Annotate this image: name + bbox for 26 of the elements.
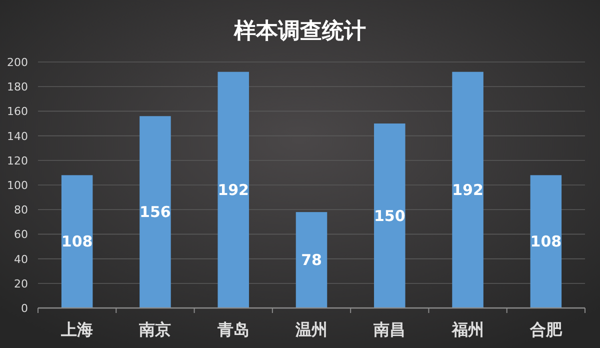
y-tick-label: 60 <box>14 228 28 242</box>
x-tick-label: 福州 <box>450 320 484 339</box>
y-tick-label: 180 <box>7 80 28 94</box>
y-tick-label: 0 <box>21 302 28 315</box>
x-tick-label: 南京 <box>138 320 172 339</box>
y-tick-label: 200 <box>7 56 28 69</box>
data-label: 78 <box>301 251 322 270</box>
x-tick-label: 上海 <box>60 320 94 339</box>
y-tick-label: 40 <box>14 252 28 266</box>
y-tick-label: 140 <box>7 130 28 143</box>
y-tick-label: 120 <box>7 154 28 168</box>
data-label: 108 <box>61 232 93 251</box>
data-label: 192 <box>218 180 250 199</box>
data-label: 192 <box>452 180 484 199</box>
chart-title: 样本调查统计 <box>233 18 366 44</box>
y-tick-label: 20 <box>14 277 28 290</box>
data-label: 156 <box>140 203 171 222</box>
y-tick-label: 160 <box>7 105 28 118</box>
x-tick-label: 青岛 <box>216 320 250 339</box>
x-tick-label: 南昌 <box>372 320 406 339</box>
y-tick-label: 80 <box>14 204 28 217</box>
data-label: 108 <box>530 232 562 251</box>
y-tick-label: 100 <box>7 179 28 192</box>
data-label: 150 <box>374 206 406 225</box>
x-tick-label: 温州 <box>294 320 328 339</box>
x-tick-label: 合肥 <box>528 320 563 339</box>
